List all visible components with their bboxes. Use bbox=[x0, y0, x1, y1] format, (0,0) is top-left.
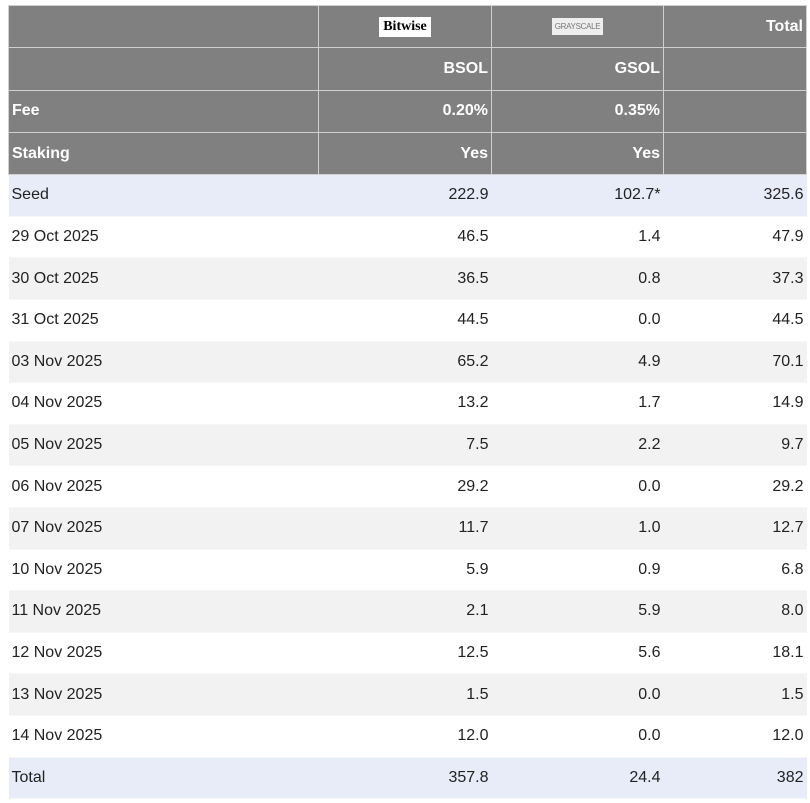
data-row: 03 Nov 2025 65.2 4.9 70.1 bbox=[8, 341, 807, 384]
staking-value: Yes bbox=[318, 131, 492, 176]
cell-value: 44.5 bbox=[663, 299, 807, 342]
cell-value: 222.9 bbox=[318, 174, 492, 217]
data-row: 05 Nov 2025 7.5 2.2 9.7 bbox=[8, 424, 807, 467]
cell-value: 7.5 bbox=[318, 424, 492, 467]
cell-value: 1.5 bbox=[318, 673, 492, 716]
brand-cell: Bitwise bbox=[318, 4, 492, 49]
cell-value: 5.9 bbox=[491, 590, 664, 633]
ticker: BSOL bbox=[318, 47, 492, 91]
cell-value: 0.8 bbox=[491, 257, 664, 300]
row-label: 12 Nov 2025 bbox=[8, 632, 319, 675]
data-row: 10 Nov 2025 5.9 0.9 6.8 bbox=[8, 549, 807, 592]
cell-value: 65.2 bbox=[318, 341, 492, 384]
fee-row: Fee 0.20% 0.35% bbox=[8, 89, 807, 133]
cell-value: 13.2 bbox=[318, 382, 492, 425]
staking-label: Staking bbox=[8, 131, 319, 176]
cell-value: 5.6 bbox=[491, 632, 664, 675]
row-label: 30 Oct 2025 bbox=[8, 257, 319, 300]
cell-value: 46.5 bbox=[318, 216, 492, 259]
data-row: Seed 222.9 102.7* 325.6 bbox=[8, 174, 807, 217]
row-label: 05 Nov 2025 bbox=[8, 424, 319, 467]
row-label: 07 Nov 2025 bbox=[8, 507, 319, 550]
cell-value: 2.2 bbox=[491, 424, 664, 467]
fee-value: 0.35% bbox=[491, 89, 664, 133]
data-row: 06 Nov 2025 29.2 0.0 29.2 bbox=[8, 465, 807, 508]
cell-value: 1.7 bbox=[491, 382, 664, 425]
cell-value: 6.8 bbox=[663, 549, 807, 592]
cell-value: 29.2 bbox=[318, 465, 492, 508]
cell-value: 70.1 bbox=[663, 341, 807, 384]
cell-value: 1.4 bbox=[491, 216, 664, 259]
cell-value: 382 bbox=[663, 757, 807, 800]
cell-value: 1.0 bbox=[491, 507, 664, 550]
cell-value: 1.5 bbox=[663, 673, 807, 716]
row-label: 10 Nov 2025 bbox=[8, 549, 319, 592]
data-row: 29 Oct 2025 46.5 1.4 47.9 bbox=[8, 216, 807, 259]
row-label: 06 Nov 2025 bbox=[8, 465, 319, 508]
empty-cell bbox=[8, 47, 319, 91]
header-brand-row: Bitwise GRAYSCALE Total bbox=[8, 4, 807, 49]
row-label: 14 Nov 2025 bbox=[8, 715, 319, 758]
brand-logo: Bitwise bbox=[379, 16, 431, 37]
fee-label: Fee bbox=[8, 89, 319, 133]
cell-value: 9.7 bbox=[663, 424, 807, 467]
brand-logo: GRAYSCALE bbox=[551, 17, 604, 35]
cell-value: 102.7* bbox=[491, 174, 664, 217]
total-row: Total 357.8 24.4 382 bbox=[8, 757, 807, 800]
empty-cell bbox=[8, 4, 319, 49]
cell-value: 29.2 bbox=[663, 465, 807, 508]
cell-value: 12.0 bbox=[318, 715, 492, 758]
cell-value: 4.9 bbox=[491, 341, 664, 384]
cell-value: 8.0 bbox=[663, 590, 807, 633]
cell-value: 0.0 bbox=[491, 465, 664, 508]
row-label: 13 Nov 2025 bbox=[8, 673, 319, 716]
cell-value: 2.1 bbox=[318, 590, 492, 633]
row-label: 11 Nov 2025 bbox=[8, 590, 319, 633]
fee-value: 0.20% bbox=[318, 89, 492, 133]
cell-value: 12.7 bbox=[663, 507, 807, 550]
row-label: Total bbox=[8, 757, 319, 800]
ticker: GSOL bbox=[491, 47, 664, 91]
cell-value: 11.7 bbox=[318, 507, 492, 550]
data-row: 04 Nov 2025 13.2 1.7 14.9 bbox=[8, 382, 807, 425]
ticker-row: BSOL GSOL bbox=[8, 47, 807, 91]
cell-value: 5.9 bbox=[318, 549, 492, 592]
data-row: 07 Nov 2025 11.7 1.0 12.7 bbox=[8, 507, 807, 550]
cell-value: 18.1 bbox=[663, 632, 807, 675]
cell-value: 14.9 bbox=[663, 382, 807, 425]
cell-value: 47.9 bbox=[663, 216, 807, 259]
cell-value: 0.0 bbox=[491, 299, 664, 342]
row-label: 31 Oct 2025 bbox=[8, 299, 319, 342]
data-row: 12 Nov 2025 12.5 5.6 18.1 bbox=[8, 632, 807, 675]
data-row: 31 Oct 2025 44.5 0.0 44.5 bbox=[8, 299, 807, 342]
row-label: Seed bbox=[8, 174, 319, 217]
brand-cell: GRAYSCALE bbox=[491, 4, 664, 49]
empty-cell bbox=[663, 131, 807, 176]
cell-value: 0.0 bbox=[491, 673, 664, 716]
cell-value: 357.8 bbox=[318, 757, 492, 800]
total-header: Total bbox=[663, 4, 807, 49]
etf-flows-table: Bitwise GRAYSCALE Total BSOL GSOL Fee 0.20% 0.3… bbox=[8, 4, 807, 800]
data-row: 30 Oct 2025 36.5 0.8 37.3 bbox=[8, 257, 807, 300]
cell-value: 44.5 bbox=[318, 299, 492, 342]
row-label: 29 Oct 2025 bbox=[8, 216, 319, 259]
empty-cell bbox=[663, 47, 807, 91]
cell-value: 12.0 bbox=[663, 715, 807, 758]
staking-row: Staking Yes Yes bbox=[8, 131, 807, 176]
data-row: 11 Nov 2025 2.1 5.9 8.0 bbox=[8, 590, 807, 633]
cell-value: 24.4 bbox=[491, 757, 664, 800]
cell-value: 36.5 bbox=[318, 257, 492, 300]
row-label: 04 Nov 2025 bbox=[8, 382, 319, 425]
data-row: 13 Nov 2025 1.5 0.0 1.5 bbox=[8, 673, 807, 716]
empty-cell bbox=[663, 89, 807, 133]
cell-value: 325.6 bbox=[663, 174, 807, 217]
cell-value: 12.5 bbox=[318, 632, 492, 675]
row-label: 03 Nov 2025 bbox=[8, 341, 319, 384]
cell-value: 0.9 bbox=[491, 549, 664, 592]
data-row: 14 Nov 2025 12.0 0.0 12.0 bbox=[8, 715, 807, 758]
cell-value: 0.0 bbox=[491, 715, 664, 758]
staking-value: Yes bbox=[491, 131, 664, 176]
cell-value: 37.3 bbox=[663, 257, 807, 300]
